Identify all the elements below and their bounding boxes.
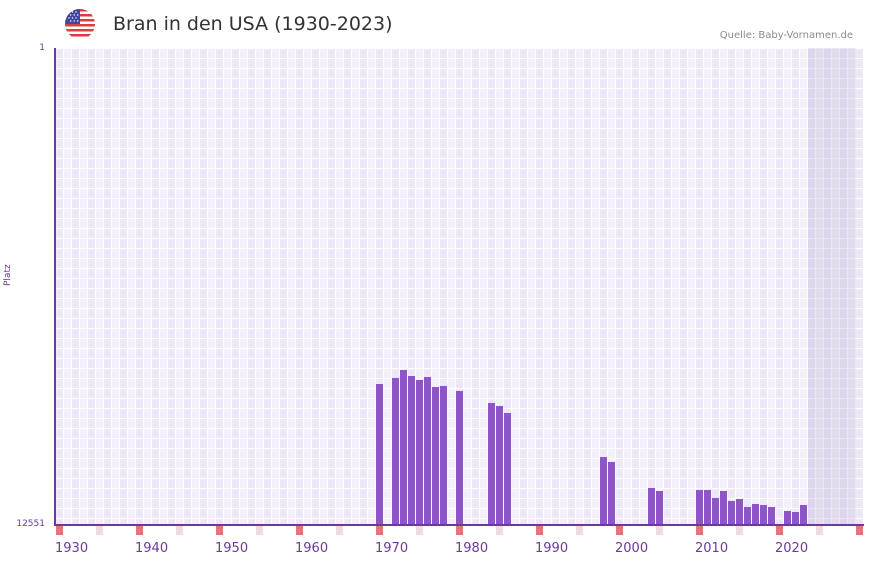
decade-marker-1990	[536, 526, 543, 535]
x-tick-1980: 1980	[455, 541, 489, 556]
bar-2018[interactable]	[760, 505, 767, 525]
y-axis-label: Platz	[3, 264, 13, 286]
decade-marker-1950	[216, 526, 223, 535]
bar-1973[interactable]	[400, 370, 407, 525]
decade-marker-2030	[856, 526, 863, 535]
x-tick-1970: 1970	[375, 541, 409, 556]
x-tick-1960: 1960	[295, 541, 329, 556]
future-shaded-region	[808, 48, 856, 525]
y-tick-bottom: 12551	[16, 519, 45, 529]
bar-1976[interactable]	[424, 377, 431, 525]
usa-flag-icon	[65, 9, 95, 39]
bar-1974[interactable]	[408, 376, 415, 525]
half-decade-marker-1975	[416, 526, 423, 535]
bar-2005[interactable]	[656, 491, 663, 525]
half-decade-marker-1965	[336, 526, 343, 535]
decade-marker-1930	[56, 526, 63, 535]
half-decade-marker-1935	[96, 526, 103, 535]
plot-area	[56, 48, 864, 525]
bar-1978[interactable]	[440, 386, 447, 525]
bar-2023[interactable]	[800, 505, 807, 525]
bar-1985[interactable]	[496, 406, 503, 525]
bar-2021[interactable]	[784, 511, 791, 525]
chart-title: Bran in den USA (1930-2023)	[113, 13, 393, 35]
half-decade-marker-1955	[256, 526, 263, 535]
bar-2019[interactable]	[768, 507, 775, 525]
y-tick-top: 1	[39, 43, 45, 53]
bar-1986[interactable]	[504, 413, 511, 525]
half-decade-marker-2015	[736, 526, 743, 535]
source-credit: Quelle: Baby-Vornamen.de	[719, 30, 853, 41]
half-decade-marker-2025	[816, 526, 823, 535]
decade-marker-2020	[776, 526, 783, 535]
x-tick-1930: 1930	[55, 541, 89, 556]
half-decade-marker-1995	[576, 526, 583, 535]
bar-2010[interactable]	[696, 490, 703, 525]
bar-2014[interactable]	[728, 501, 735, 525]
bar-1980[interactable]	[456, 391, 463, 525]
bar-1998[interactable]	[600, 457, 607, 525]
bar-2022[interactable]	[792, 512, 799, 525]
x-tick-1950: 1950	[215, 541, 249, 556]
x-axis	[55, 524, 864, 526]
decade-marker-1980	[456, 526, 463, 535]
x-tick-1940: 1940	[135, 541, 169, 556]
bar-1972[interactable]	[392, 378, 399, 525]
grid	[56, 49, 863, 525]
bar-1984[interactable]	[488, 403, 495, 525]
bar-2015[interactable]	[736, 499, 743, 525]
bar-2013[interactable]	[720, 491, 727, 525]
half-decade-marker-2005	[656, 526, 663, 535]
bar-1977[interactable]	[432, 387, 439, 525]
decade-marker-1960	[296, 526, 303, 535]
x-tick-1990: 1990	[535, 541, 569, 556]
decade-marker-2000	[616, 526, 623, 535]
bar-2016[interactable]	[744, 507, 751, 525]
bar-2017[interactable]	[752, 504, 759, 525]
x-tick-2020: 2020	[775, 541, 809, 556]
bar-1975[interactable]	[416, 380, 423, 525]
bar-2004[interactable]	[648, 488, 655, 525]
x-tick-2010: 2010	[695, 541, 729, 556]
decade-marker-2010	[696, 526, 703, 535]
bar-2012[interactable]	[712, 498, 719, 525]
decade-marker-1940	[136, 526, 143, 535]
half-decade-marker-1985	[496, 526, 503, 535]
y-axis	[54, 48, 56, 526]
x-tick-2000: 2000	[615, 541, 649, 556]
half-decade-marker-1945	[176, 526, 183, 535]
bar-1970[interactable]	[376, 384, 383, 525]
bar-1999[interactable]	[608, 462, 615, 525]
bar-2011[interactable]	[704, 490, 711, 525]
decade-marker-1970	[376, 526, 383, 535]
